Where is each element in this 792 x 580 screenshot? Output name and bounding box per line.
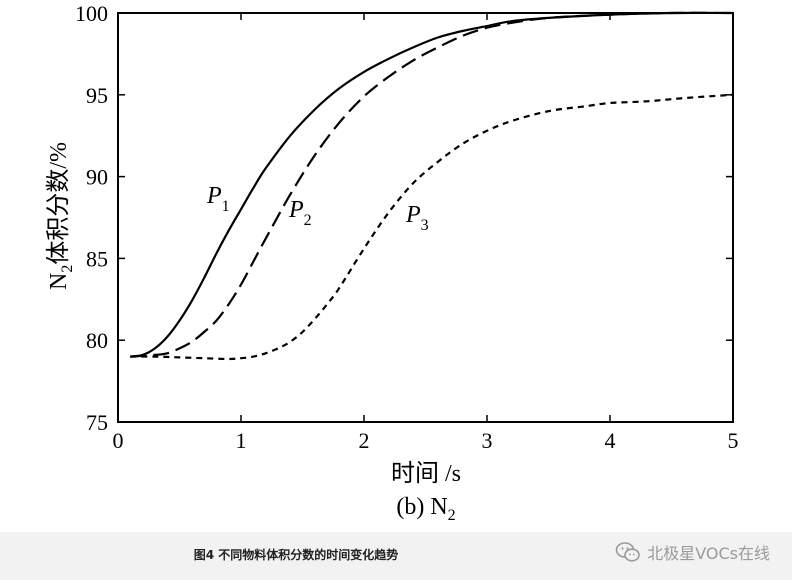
series-label-p2: P2	[288, 197, 312, 229]
y-tick-label: 100	[75, 1, 108, 26]
y-tick-label: 75	[86, 410, 108, 435]
watermark: 北极星VOCs在线	[615, 540, 770, 564]
x-tick-label: 3	[482, 428, 493, 453]
x-tick-label: 2	[359, 428, 370, 453]
wechat-icon	[615, 542, 641, 562]
y-tick-label: 85	[86, 246, 108, 271]
series-line-p3	[130, 93, 734, 361]
x-tick-label: 0	[113, 428, 124, 453]
caption-bar: 图4 不同物料体积分数的时间变化趋势 北极星VOCs在线	[0, 532, 792, 580]
chart-subtitle: (b) N2	[396, 494, 455, 524]
y-tick-label: 90	[86, 165, 108, 190]
x-tick-label: 1	[236, 428, 247, 453]
x-tick-label: 5	[728, 428, 739, 453]
plot-frame	[117, 12, 734, 423]
watermark-text: 北极星VOCs在线	[647, 544, 770, 563]
x-tick-label: 4	[605, 428, 616, 453]
y-tick-label: 80	[86, 328, 108, 353]
figure-caption: 图4 不同物料体积分数的时间变化趋势	[193, 548, 399, 562]
x-axis-label: 时间 /s	[391, 460, 461, 487]
series-label-p3: P3	[405, 202, 429, 234]
series-line-p1	[130, 11, 734, 358]
chart-canvas: 0 1 2 3 4 5 75 80 85 90 95 100 时间 /s (b) N2 N2体积分数/…	[45, 1, 739, 524]
y-axis-label: N2体积分数/%	[45, 142, 76, 290]
series-label-p1: P1	[206, 183, 230, 215]
y-tick-label: 95	[86, 83, 108, 108]
series-line-p2	[130, 11, 734, 358]
